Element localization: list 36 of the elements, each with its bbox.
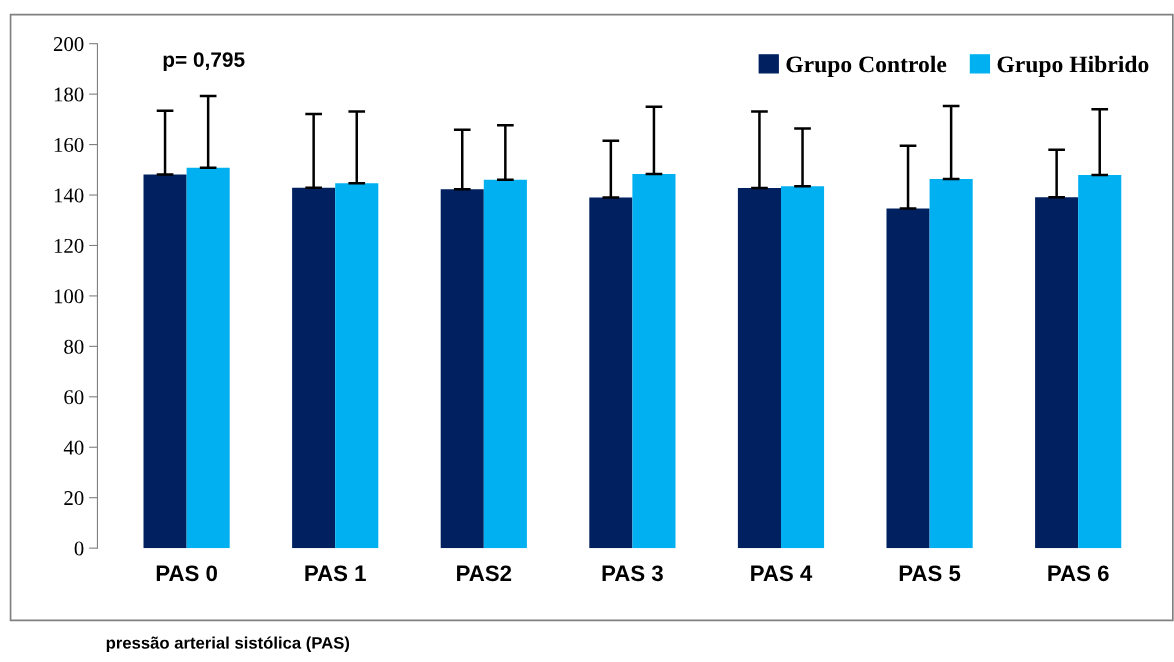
x-tick-label: PAS 6 <box>1048 565 1109 582</box>
y-tick-label: 180 <box>54 87 84 102</box>
y-tick-label: 200 <box>53 37 84 52</box>
bar <box>483 179 527 549</box>
bar <box>929 178 973 549</box>
annotation: p= 0,795 <box>163 52 245 72</box>
bar <box>440 189 484 549</box>
text: pressão arterial sistólica (PAS) <box>106 636 350 653</box>
y-tick-label: 60 <box>64 390 84 405</box>
bar <box>589 197 633 549</box>
bar <box>186 167 230 549</box>
bar <box>1078 175 1122 549</box>
y-tick-label: 120 <box>54 238 84 253</box>
y-tick-label: 140 <box>54 188 84 203</box>
x-tick-label: PAS 0 <box>156 565 217 582</box>
bar <box>632 174 676 549</box>
y-tick-label: 40 <box>63 440 84 455</box>
y-tick-label: 20 <box>64 491 84 506</box>
y-tick-label: 100 <box>54 289 84 304</box>
legend-label: Grupo Controle <box>786 55 947 78</box>
bar <box>335 183 379 549</box>
bar <box>737 187 781 549</box>
bar <box>780 186 825 549</box>
bar <box>143 174 187 549</box>
x-tick-label: PAS 3 <box>602 565 663 582</box>
x-tick-label: PAS 4 <box>751 565 813 582</box>
x-tick-label: PAS 5 <box>899 565 961 582</box>
bar <box>292 187 336 549</box>
bar <box>1035 197 1079 549</box>
x-tick-label: PAS 1 <box>305 565 366 582</box>
y-tick-label: 160 <box>54 137 84 153</box>
x-tick-label: PAS2 <box>457 565 512 582</box>
legend-label: Grupo Hibrido <box>997 55 1149 78</box>
y-tick-label: 0 <box>74 541 84 556</box>
y-tick-label: 80 <box>64 339 84 354</box>
bar <box>886 208 930 549</box>
